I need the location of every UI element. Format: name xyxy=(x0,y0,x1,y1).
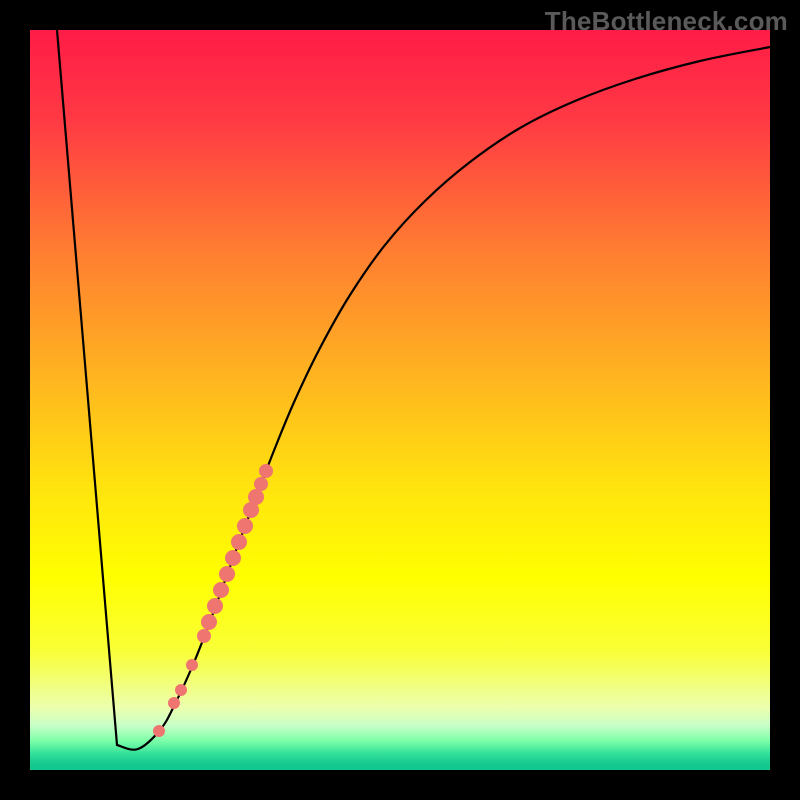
watermark-text: TheBottleneck.com xyxy=(545,6,788,37)
data-marker xyxy=(201,614,217,630)
data-marker xyxy=(213,582,229,598)
data-marker xyxy=(248,489,264,505)
data-marker xyxy=(225,550,241,566)
data-marker xyxy=(197,629,211,643)
data-marker xyxy=(219,566,235,582)
data-marker xyxy=(254,477,268,491)
bottleneck-chart xyxy=(0,0,800,800)
data-marker xyxy=(259,464,273,478)
data-marker xyxy=(237,518,253,534)
data-marker xyxy=(153,725,165,737)
data-marker xyxy=(186,659,198,671)
data-marker xyxy=(231,534,247,550)
chart-plot-area xyxy=(30,30,770,770)
data-marker xyxy=(207,598,223,614)
chart-container: TheBottleneck.com xyxy=(0,0,800,800)
data-marker xyxy=(175,684,187,696)
data-marker xyxy=(168,697,180,709)
